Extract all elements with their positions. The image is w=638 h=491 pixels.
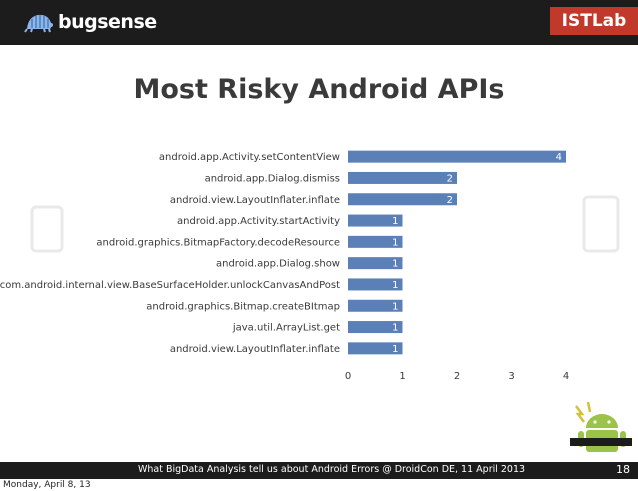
phone-watermark-icon bbox=[30, 205, 64, 253]
data-label: 4 bbox=[556, 152, 562, 163]
data-label: 1 bbox=[392, 259, 398, 270]
x-tick-label: 2 bbox=[454, 371, 460, 382]
os-date-label: Monday, April 8, 13 bbox=[3, 480, 91, 490]
bar bbox=[348, 171, 457, 184]
header-bar: bugsense ISTLab bbox=[0, 0, 638, 45]
category-label: android.app.Activity.startActivity bbox=[177, 216, 340, 227]
slide-footer: What BigData Analysis tell us about Andr… bbox=[0, 462, 638, 479]
category-label: android.graphics.Bitmap.createBItmap bbox=[146, 301, 340, 312]
x-tick-label: 3 bbox=[508, 371, 514, 382]
risky-apis-bar-chart: android.app.Activity.setContentView 4 andr… bbox=[0, 150, 569, 382]
x-tick-label: 4 bbox=[563, 371, 569, 382]
bar bbox=[348, 214, 403, 227]
bar bbox=[348, 257, 403, 270]
category-label: android.view.LayoutInflater.inflate bbox=[170, 344, 340, 355]
bar bbox=[348, 278, 403, 291]
tablet-watermark-icon bbox=[582, 195, 620, 253]
data-label: 2 bbox=[447, 195, 453, 206]
bugsense-logo: bugsense bbox=[24, 9, 157, 35]
category-label: android.app.Dialog.dismiss bbox=[205, 173, 340, 184]
data-label: 2 bbox=[447, 173, 453, 184]
footer-text: What BigData Analysis tell us about Andr… bbox=[138, 464, 526, 475]
istlab-badge: ISTLab bbox=[550, 7, 638, 35]
x-tick-label: 0 bbox=[345, 371, 351, 382]
category-label: android.app.Dialog.show bbox=[216, 259, 340, 270]
data-label: 1 bbox=[392, 323, 398, 334]
android-mascot-icon bbox=[570, 401, 632, 452]
category-label: android.app.Activity.setContentView bbox=[159, 152, 340, 163]
data-label: 1 bbox=[392, 237, 398, 248]
category-label: android.view.LayoutInflater.inflate bbox=[170, 195, 340, 206]
data-label: 1 bbox=[392, 301, 398, 312]
bar bbox=[348, 150, 566, 163]
x-tick-label: 1 bbox=[399, 371, 405, 382]
data-label: 1 bbox=[392, 216, 398, 227]
bar bbox=[348, 193, 457, 206]
data-label: 1 bbox=[392, 280, 398, 291]
armadillo-icon bbox=[24, 14, 53, 33]
logo-text: bugsense bbox=[58, 11, 157, 33]
slide-title: Most Risky Android APIs bbox=[133, 74, 505, 105]
data-label: 1 bbox=[392, 344, 398, 355]
bar bbox=[348, 321, 403, 334]
category-label: android.graphics.BitmapFactory.decodeRes… bbox=[96, 237, 340, 248]
bar bbox=[348, 342, 403, 355]
category-label: com.android.internal.view.BaseSurfaceHol… bbox=[0, 280, 340, 291]
slide-body bbox=[0, 45, 638, 463]
bar bbox=[348, 235, 403, 248]
category-label: java.util.ArrayList.get bbox=[232, 323, 340, 334]
bar bbox=[348, 299, 403, 312]
page-number: 18 bbox=[616, 463, 630, 476]
